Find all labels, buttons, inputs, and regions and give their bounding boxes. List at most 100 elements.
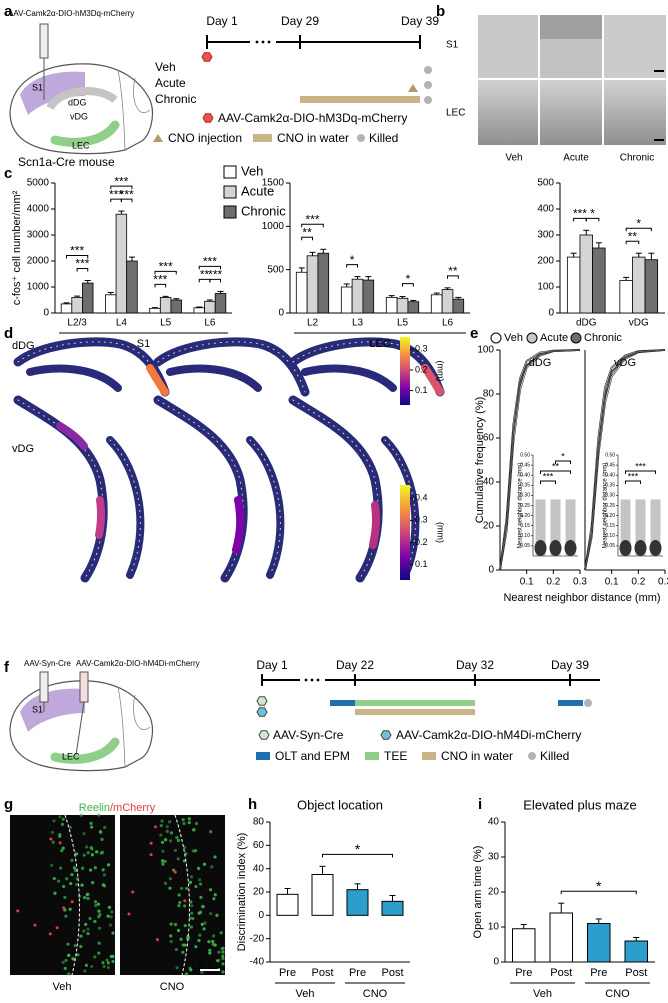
- cell: [93, 866, 97, 870]
- colorbar-unit: (mm): [436, 522, 446, 543]
- sig-label: ***: [120, 187, 134, 201]
- legend-marker: [526, 332, 538, 344]
- legend-label: Veh: [241, 163, 263, 178]
- cell: [161, 849, 165, 853]
- cell: [203, 921, 207, 925]
- inset-cloud: [565, 499, 576, 556]
- cell: [156, 938, 160, 942]
- cell: [160, 859, 165, 863]
- cell: [149, 853, 153, 857]
- y-tick-label: 60: [253, 840, 265, 851]
- decoration: [202, 113, 214, 123]
- cell: [196, 866, 201, 870]
- cell: [182, 859, 187, 863]
- cell: [51, 840, 55, 844]
- sig-label: ***: [573, 206, 587, 220]
- sig-bracket: [209, 278, 221, 283]
- cell: [181, 818, 185, 822]
- x-tick-label: 0.1: [520, 577, 534, 588]
- cell: [215, 959, 220, 963]
- inset-y-tick-label: 0.20: [605, 513, 615, 519]
- cell: [71, 957, 75, 961]
- cell: [187, 820, 191, 825]
- cell: [221, 946, 225, 950]
- cell: [189, 968, 193, 972]
- x-tick-label: 0.2: [631, 577, 645, 588]
- sig-label: ***: [70, 244, 84, 258]
- legend-label: Acute: [540, 332, 568, 344]
- decoration: [380, 730, 392, 740]
- sig-bracket: [625, 480, 641, 484]
- cell: [96, 902, 100, 906]
- region-label: S1: [32, 704, 43, 714]
- layer-label: L1: [208, 961, 220, 972]
- cell: [79, 944, 83, 949]
- cell: [213, 943, 217, 947]
- sig-bracket: [66, 255, 89, 259]
- cell: [62, 884, 66, 889]
- cell: [163, 881, 168, 886]
- decoration: [300, 96, 420, 103]
- legend-label: Killed: [369, 131, 398, 145]
- cell: [60, 822, 64, 826]
- inset-y-tick-label: 0.05: [520, 543, 530, 549]
- cell: [110, 910, 114, 914]
- x-tick-label: L2: [307, 318, 319, 329]
- cell: [163, 859, 167, 863]
- bar: [619, 280, 633, 314]
- inset-cloud: [634, 540, 647, 556]
- cell: [103, 825, 107, 830]
- cell: [221, 954, 225, 958]
- cell: [102, 964, 106, 969]
- cell: [194, 849, 198, 853]
- bar: [592, 247, 606, 314]
- decoration: [422, 752, 436, 760]
- inset-y-tick-label: 0.40: [520, 473, 530, 479]
- bar: [362, 279, 375, 314]
- x-tick-label: L3: [352, 318, 364, 329]
- bar: [430, 294, 443, 314]
- curve: [584, 349, 666, 571]
- colorbar-tick-label: 0.2: [415, 537, 428, 547]
- cell: [179, 937, 183, 941]
- inset-cloud: [550, 499, 561, 556]
- sig-bracket: [540, 470, 571, 474]
- region-label: vDG: [12, 443, 34, 455]
- cell: [165, 829, 169, 833]
- sig-label: *: [561, 451, 565, 461]
- decoration: [56, 422, 88, 450]
- cell: [69, 881, 73, 886]
- sig-label: **: [628, 229, 638, 243]
- decoration: [369, 501, 381, 549]
- cell: [89, 845, 93, 850]
- layer-border: [64, 814, 80, 976]
- cell: [109, 954, 114, 959]
- decoration: [39, 23, 49, 59]
- cell: [169, 839, 173, 843]
- cell: [49, 837, 53, 841]
- day-label: Day 22: [336, 658, 374, 672]
- y-tick-label: 4000: [27, 204, 50, 215]
- layer-label: L1: [98, 961, 110, 972]
- inset-y-tick-label: 0.35: [605, 483, 615, 489]
- cell: [208, 951, 212, 955]
- sig-bracket: [301, 223, 324, 228]
- y-tick-label: 60: [483, 433, 495, 444]
- cell: [50, 830, 54, 834]
- cell: [169, 939, 173, 944]
- sig-label: *: [406, 272, 411, 286]
- cell: [97, 926, 102, 930]
- cell: [52, 876, 56, 881]
- cell: [159, 833, 163, 837]
- bar: [351, 278, 364, 314]
- day-label: Day 39: [551, 658, 589, 672]
- decoration: [153, 134, 163, 142]
- cell: [131, 890, 135, 894]
- bar: [82, 282, 94, 314]
- cell: [209, 912, 213, 916]
- legend-label: Veh: [504, 332, 523, 344]
- y-axis-label: Open arm time (%): [472, 846, 484, 939]
- decoration: [255, 40, 259, 44]
- x-tick-label: L5: [160, 318, 172, 329]
- bar: [624, 940, 648, 963]
